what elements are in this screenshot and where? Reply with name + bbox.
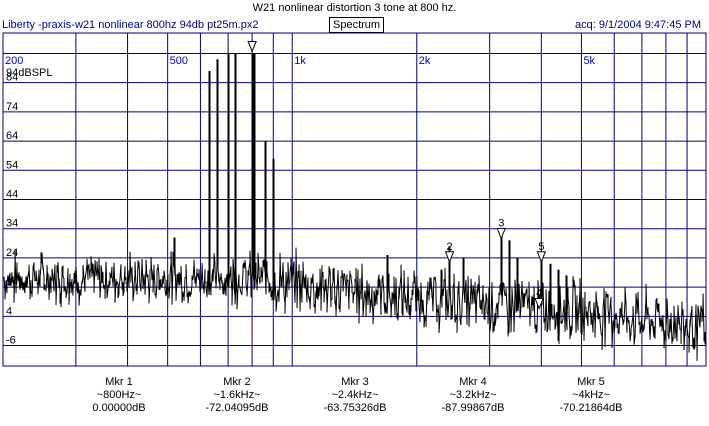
marker-readout-5: Mkr 5 ~4kHz~ -70.21864dB [531,376,651,415]
x-tick-label: 1k [294,55,306,67]
y-tick-label: 34 [6,218,18,230]
acquisition-timestamp: acq: 9/1/2004 9:47:45 PM [575,19,701,31]
marker-1-triangle[interactable] [247,40,257,53]
spectrum-button[interactable]: Spectrum [329,17,385,33]
marker-readouts: Mkr 1 ~800Hz~ 0.00000dB Mkr 2 ~1.6kHz~ -72.04… [0,376,709,426]
y-tick-label: -6 [6,335,16,347]
marker-readout-value: -70.21864dB [559,402,623,414]
marker-readout-1: Mkr 1 ~800Hz~ 0.00000dB [59,376,179,415]
marker-readout-freq: ~800Hz~ [96,389,142,401]
marker-readout-name: Mkr 5 [577,376,605,388]
marker-readout-freq: ~4kHz~ [572,389,610,401]
x-tick-label: 2k [419,55,431,67]
file-name: w21 nonlinear 800hz 94db pt25m.px2 [75,19,259,31]
app-brand: Liberty -praxis- [2,19,75,31]
marker-2-label: 2 [447,241,453,253]
marker-readout-name: Mkr 1 [105,376,133,388]
marker-readout-freq: ~2.4kHz~ [331,389,379,401]
marker-3-triangle[interactable] [496,227,506,240]
marker-readout-name: Mkr 3 [341,376,369,388]
y-tick-label: 74 [6,101,18,113]
x-tick-label: 5k [583,55,595,67]
y-unit-label: 94dBSPL [6,67,52,79]
marker-readout-name: Mkr 2 [223,376,251,388]
y-tick-label: 84 [6,72,18,84]
x-tick-label: 500 [170,55,188,67]
y-tick-label: 24 [6,247,18,259]
marker-3-label: 3 [498,217,504,229]
y-tick-label: 64 [6,130,18,142]
y-tick-label: 4 [6,305,12,317]
marker-5-triangle[interactable] [536,251,547,264]
chart-title: W21 nonlinear distortion 3 tone at 800 h… [252,2,457,14]
x-tick-label: 200 [5,55,23,67]
marker-readout-value: -63.75326dB [323,402,387,414]
marker-4-triangle[interactable] [534,298,544,310]
marker-2-triangle[interactable] [444,251,455,264]
marker-readout-name: Mkr 4 [459,376,487,388]
marker-readout-3: Mkr 3 ~2.4kHz~ -63.75326dB [295,376,415,415]
marker-readout-value: -87.99867dB [441,402,505,414]
spectrum-trace [3,53,706,361]
marker-readout-freq: ~1.6kHz~ [213,389,261,401]
marker-readout-2: Mkr 2 ~1.6kHz~ -72.04095dB [177,376,297,415]
grid-lines [2,33,706,366]
marker-readout-value: 0.00000dB [92,402,146,414]
marker-symbols[interactable]: 2 3 4 5 [247,40,547,310]
y-tick-label: 44 [6,189,18,201]
marker-5-label: 5 [538,241,544,253]
marker-readout-freq: ~3.2kHz~ [449,389,497,401]
marker-readout-value: -72.04095dB [205,402,269,414]
marker-4-label: 4 [536,288,542,300]
marker-readout-4: Mkr 4 ~3.2kHz~ -87.99867dB [413,376,533,415]
y-tick-label: 54 [6,159,18,171]
